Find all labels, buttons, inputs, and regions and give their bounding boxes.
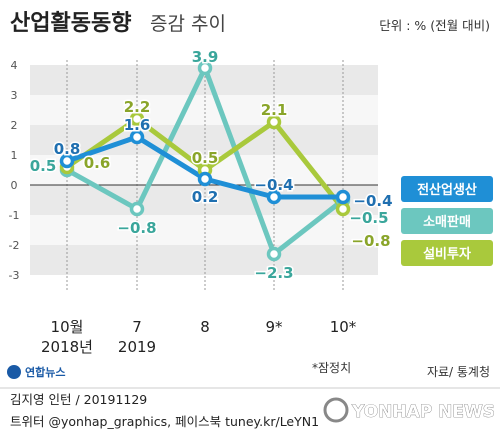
data-point: [335, 201, 351, 217]
x-tick-sublabel: 2019: [118, 338, 156, 356]
data-point: [266, 246, 282, 262]
y-tick-label: 1: [11, 149, 18, 162]
data-label: −0.8: [351, 232, 390, 250]
data-label: −0.8: [117, 219, 156, 237]
y-tick-label: 2: [11, 119, 18, 132]
legend-label: 설비투자: [423, 247, 471, 262]
watermark: YONHAP NEWS: [323, 397, 495, 423]
watermark-text: YONHAP NEWS: [351, 402, 495, 422]
x-tick-label: 8: [200, 318, 210, 336]
data-label: 0.2: [192, 188, 219, 206]
chart-subtitle: 증감 추이: [150, 13, 226, 35]
data-point: [129, 111, 145, 127]
data-labels: 0.8 1.6 0.2 −0.4 −0.4 0.5 −0.8 3.9 −2.3 −0.5 0.6 2.…: [28, 47, 394, 284]
y-tick-label: 0: [11, 179, 18, 192]
grid-bands: [30, 65, 378, 275]
unit-label: 단위 : % (전월 대비): [379, 18, 490, 33]
data-label: −2.3: [254, 264, 293, 282]
grid-band: [30, 185, 378, 215]
x-tick-sublabel: 2018년: [41, 338, 93, 356]
data-point: [129, 129, 145, 145]
provisional-note: *잠정치: [312, 361, 351, 375]
data-label: 2.2: [124, 98, 151, 116]
source-label: 자료/ 통계청: [427, 365, 490, 379]
data-label: 1.6: [124, 116, 151, 134]
y-tick-label: 4: [11, 59, 18, 72]
x-tick-label: 10*: [330, 318, 357, 336]
y-tick-label: 3: [11, 89, 18, 102]
data-point: [59, 153, 75, 169]
credit-line-1: 김지영 인턴 / 20191129: [10, 392, 147, 407]
legend-swatch: [401, 240, 493, 266]
chart-title: 산업활동동향: [10, 11, 131, 36]
data-point: [197, 60, 213, 76]
legend-swatch: [401, 176, 493, 202]
data-point: [266, 114, 282, 130]
data-point: [197, 171, 213, 187]
legend-label: 소매판매: [423, 214, 471, 230]
data-label: 0.5: [192, 149, 219, 167]
data-label: −0.5: [349, 209, 388, 227]
y-tick-label: -1: [9, 209, 20, 222]
y-tick-label: -3: [9, 269, 20, 282]
data-point: [129, 201, 145, 217]
x-axis: 10월 2018년 7 2019 8 9* 10*: [41, 318, 357, 356]
data-label: 0.6: [84, 154, 111, 172]
data-label: −0.4: [353, 192, 392, 210]
watermark-logo-icon: [323, 397, 349, 423]
y-tick-label: -2: [9, 239, 20, 252]
brand-logo: 연합뉴스: [7, 365, 65, 379]
legend-swatch: [401, 208, 493, 234]
data-label: 0.5: [30, 157, 57, 175]
data-point: [266, 189, 282, 205]
series-points: [59, 60, 351, 262]
data-label: 0.8: [54, 140, 81, 158]
y-axis: 4 3 2 1 0 -1 -2 -3: [9, 59, 20, 282]
data-label: 2.1: [261, 101, 288, 119]
legend-label: 전산업생산: [417, 182, 477, 198]
grid-band: [30, 95, 378, 125]
data-label: −0.4: [254, 176, 293, 194]
grid-band: [30, 215, 378, 245]
data-point: [335, 189, 351, 205]
data-label: 3.9: [192, 48, 219, 66]
brand-logo-icon: [7, 365, 21, 379]
credit-line-2: 트위터 @yonhap_graphics, 페이스북 tuney.kr/LeYN…: [10, 414, 319, 429]
x-tick-label: 10월: [51, 318, 84, 336]
brand-name: 연합뉴스: [25, 365, 65, 379]
grid-band: [30, 245, 378, 275]
x-tick-label: 7: [132, 318, 142, 336]
x-tick-label: 9*: [265, 318, 283, 336]
